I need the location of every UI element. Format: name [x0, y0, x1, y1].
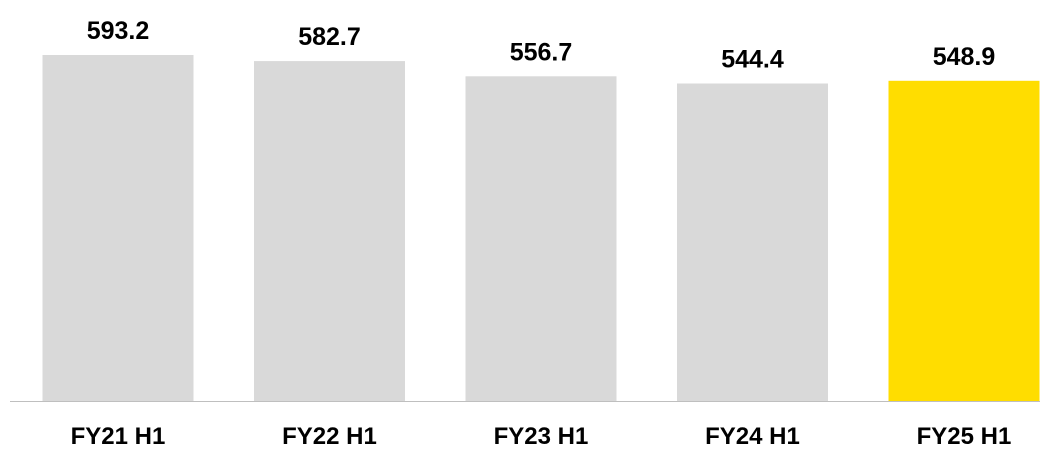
bar-fy25-h1	[888, 80, 1040, 402]
x-tick-labels-group: FY21 H1 FY22 H1 FY23 H1 FY24 H1 FY25 H1	[71, 423, 1012, 450]
bar-fy24-h1	[677, 83, 828, 401]
value-labels-group: 593.2 582.7 556.7 544.4 548.9	[87, 17, 996, 74]
bar-fy22-h1	[254, 61, 405, 401]
x-tick-label: FY23 H1	[494, 423, 589, 450]
x-tick-label: FY24 H1	[705, 423, 800, 450]
value-label: 556.7	[510, 38, 573, 66]
value-label: 544.4	[721, 46, 784, 74]
bars-group	[42, 55, 1040, 402]
bar-fy23-h1	[465, 76, 617, 402]
x-tick-label: FY22 H1	[282, 423, 377, 450]
value-label: 593.2	[87, 17, 150, 45]
x-tick-label: FY21 H1	[71, 423, 166, 450]
bar-fy21-h1	[42, 55, 194, 401]
x-tick-label: FY25 H1	[917, 423, 1012, 450]
value-label: 582.7	[298, 23, 361, 51]
value-label: 548.9	[933, 43, 996, 71]
